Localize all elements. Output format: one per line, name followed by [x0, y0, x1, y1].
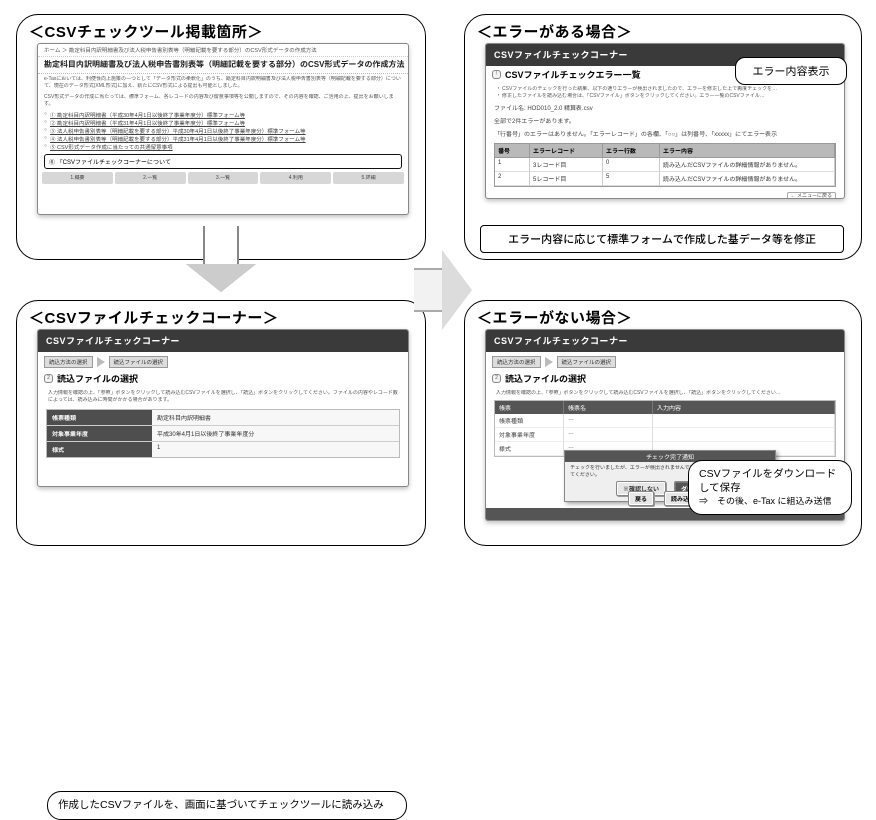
- col-record: エラーレコード: [530, 144, 603, 158]
- section-title-text: 読込ファイルの選択: [505, 372, 586, 385]
- form-label-3: 様式: [47, 442, 152, 457]
- form-label-1: 帳票種類: [47, 410, 152, 425]
- col-num: 番号: [495, 144, 530, 158]
- callout-fix-data: エラー内容に応じて標準フォームで作成した基データ等を修正: [480, 225, 844, 253]
- intro-para-1: e-Taxにおいては、利便性向上施策の一つとして「データ形式の柔軟化」のうち、勘…: [38, 74, 408, 92]
- tab-4[interactable]: 4.利用: [260, 172, 331, 184]
- section-note: 入力情報を確認の上、「参照」ボタンをクリックして読み込むCSVファイルを選択し、…: [486, 387, 844, 398]
- panel-title: ＜エラーがない場合＞: [477, 307, 632, 328]
- callout-line-1: CSVファイルをダウンロードして保存: [699, 468, 836, 494]
- step-1: 読込方法の選択: [44, 356, 93, 368]
- link-1[interactable]: ① 勘定科目内訳明細書（平成30年4月1日以後終了事業年度分）標準フォーム等: [44, 111, 402, 119]
- step-arrow-icon: [545, 357, 553, 367]
- header-bar: CSVファイルチェックコーナー: [486, 330, 844, 352]
- panel-has-errors: ＜エラーがある場合＞ CSVファイルチェックコーナー ! CSVファイルチェック…: [464, 14, 862, 260]
- meta-3: 「行番号」のエラーはありません。「エラーレコード」の各欄、「○○」は列番号、「x…: [486, 127, 844, 140]
- link-csv-check-corner[interactable]: ⑥ 「CSVファイルチェックコーナーについて: [44, 154, 402, 169]
- link-list: ① 勘定科目内訳明細書（平成30年4月1日以後終了事業年度分）標準フォーム等 ②…: [38, 110, 408, 152]
- flow-arrow-down: [186, 226, 256, 296]
- tab-strip: 1.概要 2.一覧 3.一覧 4.利用 5.詳細: [38, 172, 408, 188]
- screenshot-a: ホーム ＞ 勘定科目内訳明細書及び法人税申告書別表等（明細記載を要する部分）のC…: [37, 43, 409, 215]
- back-button[interactable]: 戻る: [628, 491, 654, 506]
- step-indicator: 読込方法の選択 読込ファイルの選択: [38, 352, 408, 370]
- note-2: 修正したファイルを読み込む場合は、「CSVファイル」ボタンをクリックしてください…: [496, 92, 834, 99]
- link-5[interactable]: ⑤ CSV形式データ作成に当たっての共通留意事項: [44, 143, 402, 151]
- error-row: 2 5レコード目 5 読み込んだCSVファイルの詳細情報がありません。: [495, 172, 835, 186]
- form-table: 帳票種類勘定科目内訳明細書 対象事業年度平成30年4月1日以後終了事業年度分 様…: [46, 409, 400, 458]
- step-2: 読込ファイルの選択: [557, 356, 617, 368]
- link-4[interactable]: ④ 法人税申告書別表等（明細記載を要する部分）平成31年4月1日以後終了事業年度…: [44, 135, 402, 143]
- input-table: 帳票 帳票名 入力内容 帳票種類… 対象事業年度… 様式…: [494, 400, 836, 457]
- link-2[interactable]: ② 勘定科目内訳明細書（平成31年4月1日以後終了事業年度分）標準フォーム等: [44, 119, 402, 127]
- diagram-stage: ＜CSVチェックツール掲載箇所＞ ホーム ＞ 勘定科目内訳明細書及び法人税申告書…: [0, 0, 876, 559]
- callout-download: CSVファイルをダウンロードして保存 ⇒ その後、e-Tax に組込み送信: [688, 460, 852, 515]
- section-title: 2 読込ファイルの選択: [486, 370, 844, 387]
- tab-3[interactable]: 3.一覧: [188, 172, 259, 184]
- section-number-icon: 2: [492, 374, 501, 383]
- form-value-3[interactable]: 1: [152, 442, 399, 457]
- panel-title: ＜CSVチェックツール掲載箇所＞: [29, 21, 263, 42]
- callout-a: 作成したCSVファイルを、画面に基づいてチェックツールに読み込み: [47, 791, 407, 820]
- col-line: エラー行数: [603, 144, 660, 158]
- col-b: 帳票名: [564, 401, 653, 414]
- section-title-text: 読込ファイルの選択: [57, 372, 138, 385]
- col-msg: エラー内容: [660, 144, 835, 158]
- screenshot-b: CSVファイルチェックコーナー 読込方法の選択 読込ファイルの選択 2 読込ファ…: [37, 329, 409, 487]
- panel-csv-check-corner: ＜CSVファイルチェックコーナー＞ CSVファイルチェックコーナー 読込方法の選…: [16, 300, 426, 546]
- page-heading: 勘定科目内訳明細書及び法人税申告書別表等（明細記載を要する部分）のCSV形式デー…: [38, 57, 408, 74]
- panel-title: ＜エラーがある場合＞: [477, 21, 632, 42]
- header-bar: CSVファイルチェックコーナー: [38, 330, 408, 352]
- error-row: 1 3レコード目 0 読み込んだCSVファイルの詳細情報がありません。: [495, 158, 835, 172]
- back-link[interactable]: ← メニューに戻る: [486, 190, 844, 199]
- breadcrumb: ホーム ＞ 勘定科目内訳明細書及び法人税申告書別表等（明細記載を要する部分）のC…: [38, 44, 408, 57]
- error-table: 番号 エラーレコード エラー行数 エラー内容 1 3レコード目 0 読み込んだC…: [494, 143, 836, 187]
- result-notes: CSVファイルのチェックを行った結果、以下の通りエラーが検出されましたので、エラ…: [486, 83, 844, 101]
- step-1: 読込方法の選択: [492, 356, 541, 368]
- table-row: 対象事業年度…: [495, 428, 835, 442]
- warning-icon: !: [492, 70, 501, 79]
- panel-csv-tool-page: ＜CSVチェックツール掲載箇所＞ ホーム ＞ 勘定科目内訳明細書及び法人税申告書…: [16, 14, 426, 260]
- step-indicator: 読込方法の選択 読込ファイルの選択: [486, 352, 844, 370]
- section-note: 入力情報を確認の上、「参照」ボタンをクリックして読み込むCSVファイルを選択し、…: [38, 387, 408, 405]
- step-2: 読込ファイルの選択: [109, 356, 169, 368]
- note-1: CSVファイルのチェックを行った結果、以下の通りエラーが検出されましたので、エラ…: [496, 85, 834, 92]
- meta-2: 全部で2件エラーがあります。: [486, 114, 844, 127]
- link-3[interactable]: ③ 法人税申告書別表等（明細記載を要する部分）平成30年4月1日以後終了事業年度…: [44, 127, 402, 135]
- meta-1: ファイル名: HOD010_2.0 精算表.csv: [486, 101, 844, 114]
- section-title-text: CSVファイルチェックエラー一覧: [505, 68, 641, 81]
- col-a: 帳票: [495, 401, 564, 414]
- form-value-2[interactable]: 平成30年4月1日以後終了事業年度分: [152, 426, 399, 441]
- step-arrow-icon: [97, 357, 105, 367]
- section-number-icon: 2: [44, 374, 53, 383]
- table-row: 帳票種類…: [495, 414, 835, 428]
- callout-error-content: エラー内容表示: [735, 57, 847, 85]
- form-label-2: 対象事業年度: [47, 426, 152, 441]
- tab-2[interactable]: 2.一覧: [115, 172, 186, 184]
- col-c: 入力内容: [653, 401, 835, 414]
- form-value-1[interactable]: 勘定科目内訳明細書: [152, 410, 399, 425]
- tab-1[interactable]: 1.概要: [42, 172, 113, 184]
- intro-para-2: CSV形式データの作成に当たっては、標準フォーム、各レコードの内容及び留意事項等…: [38, 92, 408, 110]
- panel-title: ＜CSVファイルチェックコーナー＞: [29, 307, 278, 328]
- section-title: 2 読込ファイルの選択: [38, 370, 408, 387]
- callout-line-2: ⇒ その後、e-Tax に組込み送信: [699, 495, 841, 507]
- tab-5[interactable]: 5.詳細: [333, 172, 404, 184]
